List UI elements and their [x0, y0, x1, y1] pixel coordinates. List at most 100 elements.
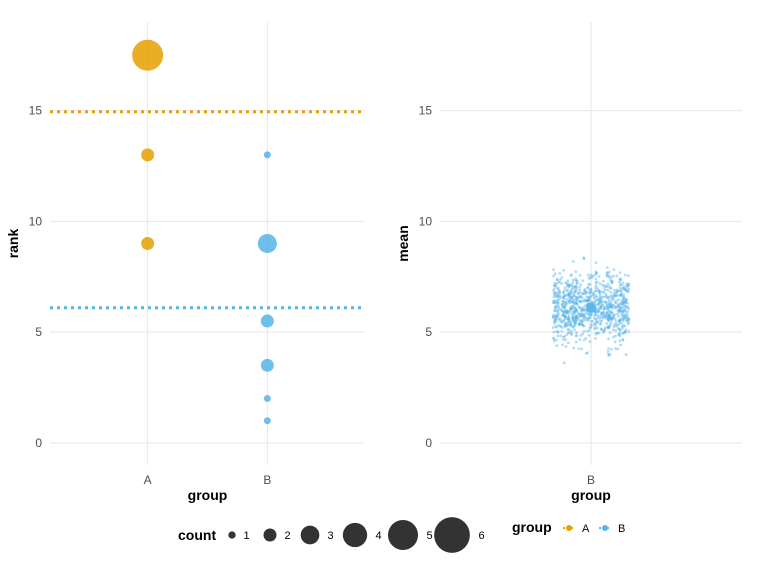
jitter-point — [594, 289, 598, 293]
jitter-point — [614, 320, 618, 323]
jitter-point — [621, 301, 625, 305]
jitter-point — [595, 280, 599, 284]
jitter-point — [567, 341, 570, 345]
jitter-point — [623, 307, 627, 311]
jitter-point — [573, 307, 576, 310]
jitter-point — [609, 302, 612, 306]
jitter-point — [619, 288, 623, 292]
jitter-point — [589, 300, 593, 304]
jitter-point — [574, 334, 578, 338]
jitter-point — [578, 285, 582, 289]
jitter-point — [554, 317, 558, 321]
jitter-point — [558, 307, 562, 311]
jitter-point — [608, 302, 611, 306]
jitter-point — [568, 283, 572, 287]
point-B — [263, 417, 271, 425]
jitter-point — [615, 305, 619, 309]
jitter-point — [560, 320, 563, 323]
jitter-point — [609, 315, 613, 319]
jitter-point — [621, 310, 625, 313]
jitter-point — [606, 315, 610, 319]
jitter-point — [557, 292, 561, 295]
jitter-point — [587, 282, 591, 286]
jitter-point — [582, 317, 586, 321]
jitter-point — [574, 320, 577, 323]
jitter-point — [556, 298, 559, 302]
jitter-point — [577, 314, 581, 318]
jitter-point — [622, 285, 626, 289]
jitter-point — [598, 291, 602, 295]
jitter-point — [567, 285, 571, 289]
jitter-point — [568, 301, 572, 305]
jitter-point — [604, 284, 608, 288]
jitter-point — [597, 307, 601, 311]
jitter-point — [567, 294, 571, 297]
jitter-point — [608, 309, 612, 313]
jitter-point — [572, 324, 576, 328]
jitter-point — [581, 319, 585, 323]
jitter-point — [609, 317, 613, 321]
jitter-point — [583, 313, 586, 317]
jitter-point — [574, 316, 578, 320]
jitter-point — [564, 316, 567, 320]
jitter-point — [618, 319, 622, 323]
jitter-point — [560, 308, 563, 312]
jitter-point — [560, 282, 564, 285]
jitter-point — [593, 297, 596, 301]
jitter-point — [581, 292, 584, 296]
jitter-point — [601, 303, 605, 307]
jitter-point — [625, 298, 629, 301]
jitter-point — [570, 291, 573, 295]
jitter-point — [607, 313, 611, 316]
jitter-point — [617, 333, 620, 337]
jitter-point — [598, 282, 602, 285]
jitter-point — [626, 289, 630, 293]
group-legend-label: B — [618, 523, 625, 535]
jitter-point — [608, 302, 612, 306]
jitter-point — [607, 347, 610, 351]
jitter-point — [568, 290, 572, 294]
jitter-point — [571, 281, 575, 285]
jitter-point — [610, 305, 613, 309]
jitter-point — [560, 314, 564, 318]
jitter-point — [574, 316, 578, 320]
jitter-point — [613, 340, 617, 344]
jitter-point — [569, 295, 573, 299]
jitter-point — [567, 292, 571, 296]
jitter-point — [553, 299, 557, 303]
jitter-point — [617, 304, 621, 307]
jitter-point — [571, 316, 575, 320]
jitter-point — [578, 338, 582, 342]
jitter-point — [572, 346, 576, 350]
jitter-point — [600, 283, 604, 287]
jitter-point — [610, 317, 614, 320]
jitter-point — [575, 318, 578, 322]
jitter-point — [610, 281, 614, 285]
point-A — [132, 39, 164, 71]
jitter-point — [606, 326, 610, 330]
jitter-point — [618, 294, 622, 297]
jitter-point — [611, 303, 614, 307]
jitter-point — [556, 330, 560, 334]
jitter-point — [570, 273, 573, 277]
jitter-point — [574, 315, 578, 318]
jitter-point — [558, 280, 561, 284]
jitter-point — [578, 295, 582, 298]
jitter-point — [579, 333, 583, 337]
jitter-point — [556, 307, 559, 311]
jitter-point — [610, 306, 614, 310]
jitter-point — [575, 302, 578, 306]
jitter-point — [575, 334, 579, 337]
jitter-point — [574, 319, 578, 322]
jitter-point — [611, 335, 615, 339]
jitter-point — [615, 290, 619, 294]
jitter-point — [563, 314, 567, 318]
jitter-point — [593, 313, 597, 317]
jitter-point — [584, 351, 588, 355]
jitter-point — [557, 305, 560, 309]
jitter-point — [618, 331, 622, 335]
jitter-point — [599, 306, 603, 310]
jitter-point — [607, 326, 610, 330]
jitter-point — [563, 293, 567, 297]
